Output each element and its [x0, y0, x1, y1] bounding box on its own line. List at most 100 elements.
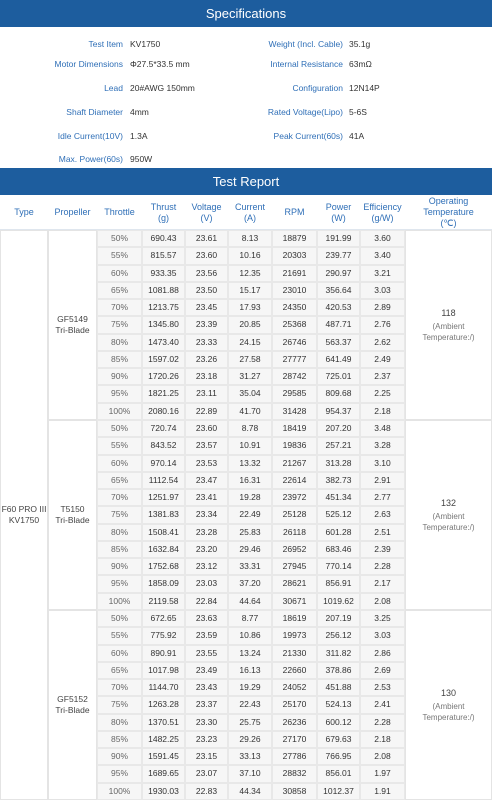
propeller-line: GF5152 — [57, 694, 88, 704]
spec-label: Test Item — [88, 39, 123, 49]
data-cell: 23.34 — [185, 506, 228, 524]
data-cell: 10.91 — [228, 437, 272, 455]
data-cell: 954.37 — [317, 402, 360, 420]
data-cell: 1.91 — [360, 782, 405, 800]
data-cell: 29585 — [272, 385, 317, 403]
data-cell: 856.01 — [317, 765, 360, 783]
temperature: 130 — [440, 687, 457, 698]
throttle-cell: 80% — [97, 333, 142, 351]
data-cell: 2.41 — [360, 696, 405, 714]
column-header-line: RPM — [284, 207, 305, 217]
column-header: Current (A) — [228, 196, 272, 230]
throttle-cell: 55% — [97, 437, 142, 455]
data-cell: 24350 — [272, 299, 317, 317]
propeller-line: Tri-Blade — [55, 325, 90, 335]
throttle-cell: 100% — [97, 592, 142, 610]
data-cell: 26236 — [272, 713, 317, 731]
throttle-cell: 50% — [97, 610, 142, 628]
data-cell: 10.16 — [228, 247, 272, 265]
data-cell: 23.61 — [185, 230, 228, 248]
column-header-line: (V) — [200, 212, 213, 223]
data-cell: 1597.02 — [142, 350, 185, 369]
spec-value: 4mm — [130, 107, 149, 117]
data-cell: 30858 — [272, 782, 317, 800]
data-cell: 1508.41 — [142, 523, 185, 541]
data-cell: 22.43 — [228, 696, 272, 714]
data-cell: 2.18 — [360, 402, 405, 420]
column-header-line: Type — [14, 207, 34, 217]
data-cell: 22.83 — [185, 782, 228, 800]
throttle-cell: 90% — [97, 368, 142, 386]
data-cell: 22.84 — [185, 592, 228, 610]
data-cell: 843.52 — [142, 437, 185, 455]
propeller-cell: GF5149 Tri-Blade — [48, 230, 97, 420]
data-cell: 2.86 — [360, 644, 405, 662]
data-cell: 33.13 — [228, 748, 272, 766]
spec-value: 5-6S — [349, 107, 367, 117]
data-cell: 22.89 — [185, 402, 228, 420]
column-header-line: (g/W) — [371, 212, 394, 223]
data-cell: 28621 — [272, 575, 317, 593]
column-header-line: Operating — [428, 196, 469, 206]
data-cell: 3.03 — [360, 281, 405, 300]
data-cell: 16.13 — [228, 661, 272, 680]
data-cell: 1821.25 — [142, 385, 185, 403]
throttle-cell: 75% — [97, 506, 142, 524]
data-cell: 856.91 — [317, 575, 360, 593]
throttle-cell: 55% — [97, 627, 142, 645]
data-cell: 1689.65 — [142, 765, 185, 783]
data-cell: 44.34 — [228, 782, 272, 800]
data-cell: 25.83 — [228, 523, 272, 541]
spec-value: 20#AWG 150mm — [130, 83, 195, 93]
throttle-cell: 90% — [97, 558, 142, 576]
throttle-cell: 95% — [97, 575, 142, 593]
data-cell: 18619 — [272, 610, 317, 628]
throttle-cell: 70% — [97, 679, 142, 697]
column-header: Type — [0, 196, 48, 230]
spec-label: Motor Dimensions — [54, 59, 124, 69]
data-cell: 31.27 — [228, 368, 272, 386]
data-cell: 2.69 — [360, 661, 405, 680]
data-cell: 23.57 — [185, 437, 228, 455]
data-cell: 524.13 — [317, 696, 360, 714]
column-header-line: (g) — [158, 212, 169, 223]
data-cell: 23.15 — [185, 748, 228, 766]
data-cell: 970.14 — [142, 454, 185, 472]
data-cell: 19.28 — [228, 489, 272, 507]
column-header-line: Power — [325, 201, 352, 212]
data-cell: 683.46 — [317, 540, 360, 559]
data-cell: 23.30 — [185, 713, 228, 731]
data-cell: 1251.97 — [142, 489, 185, 507]
data-cell: 25128 — [272, 506, 317, 524]
column-header-line: Temperature — [423, 207, 474, 217]
data-cell: 23.33 — [185, 333, 228, 351]
data-cell: 22660 — [272, 661, 317, 680]
spec-value: 41A — [349, 131, 365, 141]
data-cell: 2.18 — [360, 730, 405, 749]
column-header: RPM — [272, 196, 317, 230]
column-header: Operating Temperature (℃) — [405, 196, 492, 230]
data-cell: 2080.16 — [142, 402, 185, 420]
data-cell: 23.43 — [185, 679, 228, 697]
data-cell: 27777 — [272, 350, 317, 369]
data-cell: 207.20 — [317, 420, 360, 438]
data-cell: 563.37 — [317, 333, 360, 351]
type-cell: F60 PRO III KV1750 — [0, 230, 48, 800]
data-cell: 19973 — [272, 627, 317, 645]
temperature-note: (Ambient — [432, 321, 465, 331]
data-cell: 15.17 — [228, 281, 272, 300]
spec-label: Weight (Incl. Cable) — [268, 39, 343, 49]
data-cell: 1144.70 — [142, 679, 185, 697]
data-cell: 12.35 — [228, 264, 272, 282]
data-cell: 1370.51 — [142, 713, 185, 731]
temperature-note: Temperature:/) — [422, 332, 475, 342]
data-cell: 16.31 — [228, 471, 272, 490]
data-cell: 3.28 — [360, 437, 405, 455]
data-cell: 44.64 — [228, 592, 272, 610]
data-cell: 1345.80 — [142, 316, 185, 334]
data-cell: 256.12 — [317, 627, 360, 645]
data-cell: 679.63 — [317, 730, 360, 749]
data-cell: 487.71 — [317, 316, 360, 334]
data-cell: 13.32 — [228, 454, 272, 472]
data-cell: 2.25 — [360, 385, 405, 403]
